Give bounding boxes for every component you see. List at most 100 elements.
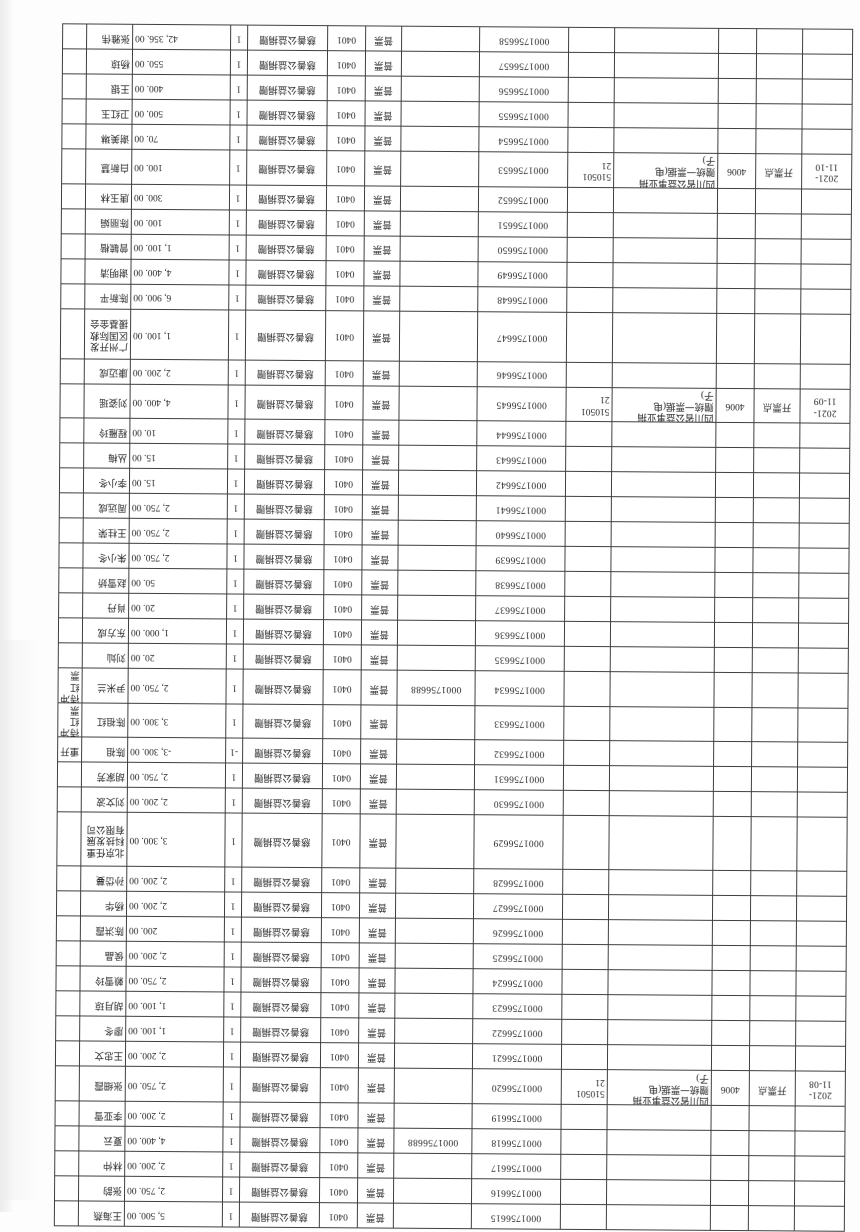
- cell-op-code: 0401: [322, 704, 361, 740]
- cell-op-code: 0401: [324, 419, 363, 446]
- cell-amount: 2, 200. 00: [125, 1041, 224, 1068]
- cell-category: 慈善公益捐赠: [243, 594, 324, 620]
- cell-receipt-title: [607, 970, 713, 996]
- table-row: 0001756629 普票 0401 慈善公益捐赠 1 3, 300. 00 北…: [56, 812, 848, 872]
- cell-unit-code: [712, 816, 752, 872]
- cell-amount: 200. 00: [126, 916, 225, 943]
- cell-receipt-no: 0001756630: [474, 790, 564, 816]
- cell-op-code: 0401: [319, 1202, 358, 1228]
- cell-op-code: 0401: [323, 644, 362, 671]
- cell-related-no: [396, 789, 475, 816]
- cell-related-no: [396, 739, 475, 766]
- cell-related-no: [398, 470, 477, 496]
- cell-point: [755, 238, 802, 264]
- cell-qty: 1: [223, 967, 242, 993]
- cell-op-code: 0401: [324, 444, 363, 471]
- cell-payer: 杨华: [80, 891, 127, 917]
- cell-op-code: 0401: [323, 569, 362, 596]
- cell-unit-code: [711, 1045, 750, 1072]
- cell-point: [752, 572, 799, 599]
- cell-payer: 北京任重科技发展有限公司: [80, 812, 128, 867]
- cell-unit-code: [718, 78, 757, 104]
- cell-date: [798, 623, 849, 649]
- scan-smudge: [0, 640, 40, 1200]
- cell-category: 慈善公益捐赠: [242, 669, 324, 705]
- cell-payer: 谢明清: [84, 258, 132, 284]
- cell-amount: 4, 400. 00: [129, 383, 229, 420]
- cell-qty: 1: [230, 99, 248, 126]
- cell-kind: 普票: [359, 868, 396, 894]
- cell-receipt-no: 0001756646: [477, 361, 567, 387]
- cell-receipt-code: 510501 21: [565, 386, 613, 422]
- cell-date: 2021- 11-09: [799, 388, 851, 424]
- cell-related-no: 0001756688: [393, 1128, 473, 1154]
- cell-unit-code: 4006: [711, 1070, 750, 1106]
- cell-qty: 1: [223, 1017, 241, 1043]
- cell-payer: 王银: [86, 73, 133, 100]
- cell-related-no: [396, 704, 475, 741]
- cell-receipt-code: [567, 127, 614, 153]
- cell-kind: 普票: [365, 75, 402, 102]
- cell-related-no: [397, 620, 476, 646]
- cell-related-no: [394, 968, 474, 995]
- cell-status: [54, 1150, 79, 1176]
- cell-op-code: 0401: [322, 764, 361, 790]
- receipt-table-body: 0001756615 普票 0401 慈善公益捐赠 1 5, 500. 00 王…: [54, 23, 853, 1232]
- cell-category: 慈善公益捐赠: [240, 967, 322, 994]
- cell-point: [753, 422, 800, 449]
- cell-receipt-title: [609, 791, 714, 817]
- cell-op-code: 0401: [320, 1068, 359, 1103]
- cell-kind: 普票: [363, 360, 400, 386]
- cell-receipt-title: [612, 262, 718, 288]
- cell-qty: 1: [230, 49, 248, 76]
- cell-receipt-code: [561, 1019, 608, 1046]
- cell-unit-code: [715, 472, 754, 498]
- cell-receipt-code: [562, 894, 609, 921]
- cell-related-no: [395, 868, 474, 895]
- cell-status: [54, 1200, 79, 1226]
- cell-category: 慈善公益捐赠: [245, 359, 326, 386]
- cell-category: 慈善公益捐赠: [246, 209, 327, 236]
- cell-qty: 1: [224, 917, 242, 943]
- cell-kind: 普票: [364, 125, 401, 152]
- cell-receipt-no: 0001756628: [473, 869, 563, 895]
- cell-receipt-code: [565, 496, 612, 522]
- cell-category: 慈善公益捐赠: [239, 1202, 320, 1228]
- cell-receipt-title: [610, 596, 715, 623]
- cell-date: [797, 742, 848, 768]
- cell-receipt-code: [567, 211, 614, 238]
- cell-receipt-no: 0001756655: [478, 101, 569, 128]
- cell-receipt-no: 0001756629: [473, 815, 564, 870]
- cell-unit-code: 4006: [717, 153, 756, 189]
- cell-category: 慈善公益捐赠: [241, 892, 322, 919]
- cell-op-code: 0401: [322, 669, 362, 705]
- cell-unit-code: [717, 128, 756, 154]
- cell-status: [58, 592, 83, 619]
- cell-kind: 普票: [360, 739, 397, 765]
- cell-qty: 1: [225, 788, 243, 814]
- cell-category: 慈善公益捐赠: [245, 259, 327, 286]
- cell-related-no: [397, 595, 476, 621]
- cell-payer: 王忠文: [79, 1041, 126, 1067]
- cell-point: [748, 1180, 795, 1206]
- cell-op-code: 0401: [323, 594, 362, 621]
- cell-unit-code: [714, 572, 753, 598]
- cell-status: [55, 966, 81, 992]
- cell-qty: 1: [227, 444, 245, 470]
- cell-receipt-code: [565, 521, 612, 547]
- cell-receipt-code: [566, 286, 613, 313]
- cell-payer: 卫红玉: [86, 98, 133, 125]
- cell-qty: 1: [226, 594, 244, 620]
- cell-category: 慈善公益捐赠: [244, 444, 325, 470]
- cell-related-no: [398, 385, 478, 421]
- cell-op-code: 0401: [327, 25, 366, 51]
- cell-unit-code: [710, 1105, 750, 1131]
- cell-qty: 1: [223, 1067, 241, 1103]
- cell-receipt-code: [561, 1044, 608, 1071]
- cell-status: [59, 517, 84, 544]
- cell-point: 开票点: [753, 388, 801, 424]
- cell-point: [754, 288, 801, 314]
- cell-amount: 2, 750. 00: [125, 1066, 224, 1102]
- cell-unit-code: [712, 895, 751, 922]
- cell-qty: 1: [227, 419, 245, 445]
